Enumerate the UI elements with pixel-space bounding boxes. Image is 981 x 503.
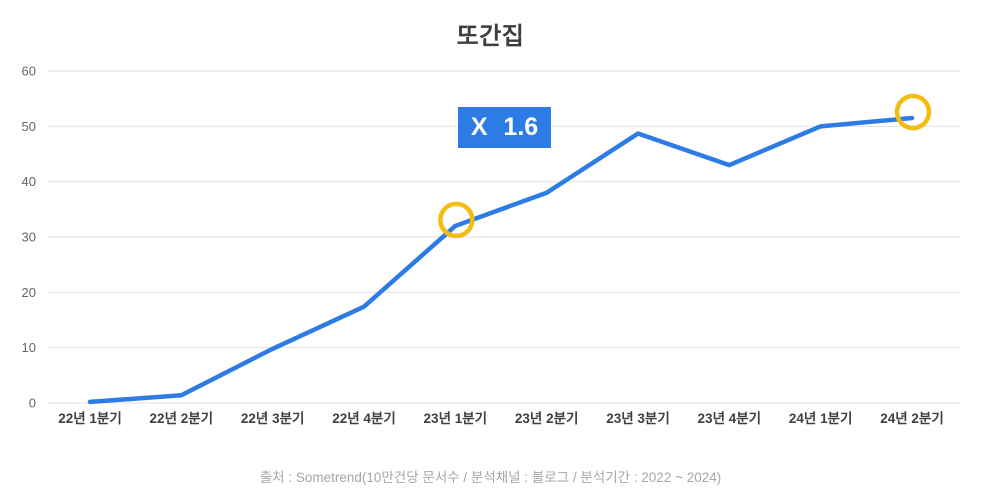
y-axis-tick-label: 60 bbox=[22, 64, 36, 79]
y-axis-tick-label: 20 bbox=[22, 285, 36, 300]
x-axis-category-label: 23년 2분기 bbox=[515, 411, 579, 426]
x-axis-category-label: 23년 4분기 bbox=[698, 411, 762, 426]
highlight-circle bbox=[894, 93, 932, 131]
x-axis-category-label: 22년 4분기 bbox=[332, 411, 396, 426]
y-axis-tick-label: 10 bbox=[22, 340, 36, 355]
plot-area: 0 10 20 30 40 50 60 22년 1분기 22년 2분기 22년 3분기 22년 4분… bbox=[22, 64, 960, 426]
x-axis-category-label: 23년 1분기 bbox=[424, 411, 488, 426]
chart-title: 또간집 bbox=[456, 23, 525, 50]
x-axis-category-label: 22년 2분기 bbox=[150, 411, 214, 426]
y-axis-tick-label: 30 bbox=[22, 230, 36, 245]
trend-line bbox=[87, 115, 915, 405]
x-axis-category-label: 24년 1분기 bbox=[789, 411, 853, 426]
multiplier-badge: X 1.6 bbox=[458, 107, 551, 148]
x-axis-category-label: 24년 2분기 bbox=[880, 411, 944, 426]
y-axis-tick-label: 50 bbox=[22, 119, 36, 134]
y-axis-tick-label: 0 bbox=[29, 396, 36, 411]
y-axis-tick-label: 40 bbox=[22, 174, 36, 189]
highlight-circle bbox=[438, 201, 475, 239]
x-axis-category-label: 22년 3분기 bbox=[241, 411, 305, 426]
source-caption: 출처 : Sometrend(10만건당 문서수 / 분석채널 : 블로그 / … bbox=[259, 470, 722, 485]
x-axis-category-label: 23년 3분기 bbox=[606, 411, 670, 426]
x-axis-category-label: 22년 1분기 bbox=[58, 411, 122, 426]
